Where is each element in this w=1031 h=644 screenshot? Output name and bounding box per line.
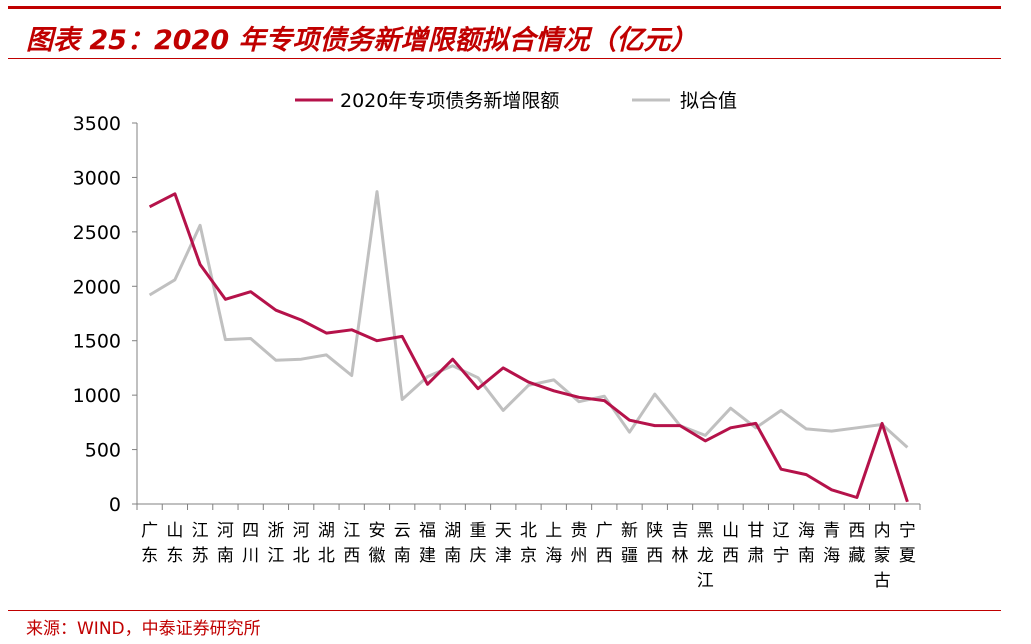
x-tick-label: 重庆 <box>469 521 486 566</box>
x-tick-label: 陕西 <box>646 521 663 566</box>
x-tick-label: 西藏 <box>848 521 865 566</box>
x-tick-label: 山东 <box>166 521 183 566</box>
x-tick-label: 黑龙江 <box>697 521 714 591</box>
x-tick-label: 广西 <box>596 521 613 566</box>
y-tick-label: 2000 <box>73 276 121 298</box>
y-tick-label: 3500 <box>73 113 121 135</box>
x-tick-label: 福建 <box>419 521 436 566</box>
y-tick-label: 2500 <box>73 222 121 244</box>
footer-rule <box>8 610 1001 611</box>
legend-entry-fitted-label: 拟合值 <box>680 90 737 112</box>
header-rule <box>8 58 1001 59</box>
x-tick-label: 湖北 <box>318 521 335 566</box>
series-line-special-debt <box>148 192 909 503</box>
x-tick-label: 浙江 <box>267 521 284 566</box>
figure-title: 图表 25：2020 年专项债务新增限额拟合情况（亿元） <box>26 25 698 56</box>
x-tick-label: 辽宁 <box>773 521 790 566</box>
y-tick-label: 1000 <box>73 385 121 407</box>
source-note: 来源：WIND，中泰证券研究所 <box>26 619 261 639</box>
x-tick-label: 云南 <box>394 521 411 566</box>
x-tick-label: 安徽 <box>368 521 385 566</box>
x-tick-label: 北京 <box>520 521 537 566</box>
x-tick-label: 江西 <box>343 521 360 566</box>
x-tick-label: 河北 <box>293 521 310 566</box>
y-tick-label: 500 <box>85 440 121 462</box>
x-tick-label: 江苏 <box>192 521 209 566</box>
x-tick-label: 天津 <box>495 521 512 566</box>
x-tick-label: 甘肃 <box>747 521 764 566</box>
x-tick-label: 上海 <box>545 521 562 566</box>
x-tick-label: 内蒙古 <box>874 521 891 591</box>
x-tick-label: 海南 <box>798 521 815 566</box>
x-tick-label: 山西 <box>722 521 739 566</box>
x-tick-label: 湖南 <box>444 521 461 566</box>
y-tick-label: 1500 <box>73 331 121 353</box>
y-tick-label: 3000 <box>73 167 121 189</box>
series-line-fitted <box>148 190 909 449</box>
x-tick-label: 四川 <box>242 521 259 566</box>
x-tick-label: 贵州 <box>571 521 588 566</box>
x-tick-label: 新疆 <box>621 521 638 566</box>
x-tick-label: 广东 <box>141 521 158 566</box>
legend-entry-special-debt-label: 2020年专项债务新增限额 <box>340 90 559 112</box>
x-tick-label: 河南 <box>217 521 234 566</box>
x-tick-label: 吉林 <box>672 521 689 566</box>
x-tick-label: 青海 <box>823 521 840 566</box>
x-tick-label: 宁夏 <box>899 521 916 566</box>
header-top-bar <box>8 6 1001 9</box>
y-tick-label: 0 <box>109 494 121 516</box>
